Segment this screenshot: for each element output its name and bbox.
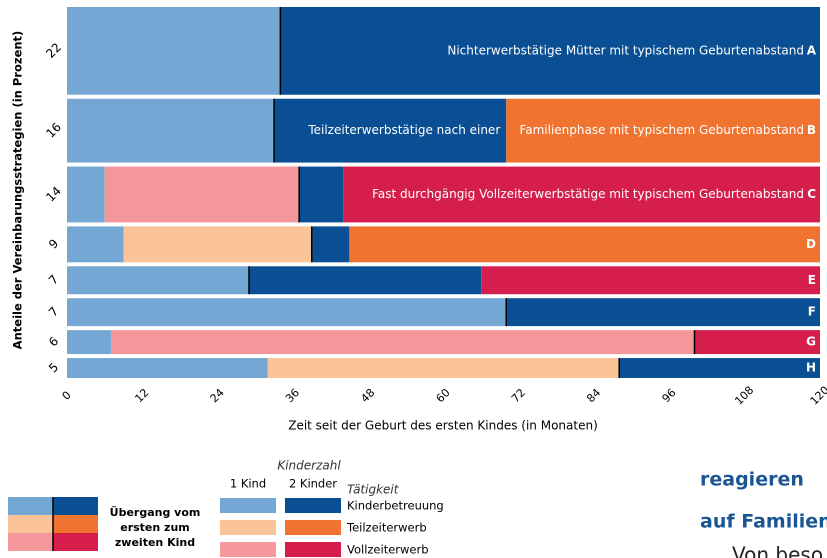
segment bbox=[67, 7, 281, 95]
x-tick-label: 24 bbox=[208, 386, 227, 405]
legend-swatch bbox=[220, 542, 276, 557]
segment bbox=[481, 266, 820, 295]
x-tick-label: 48 bbox=[358, 386, 377, 405]
segment bbox=[506, 298, 820, 327]
x-tick-label: 120 bbox=[808, 384, 827, 408]
legend-swatch bbox=[220, 520, 276, 535]
x-tick-label: 12 bbox=[132, 386, 151, 405]
row-letter: D bbox=[806, 237, 816, 251]
legend-activity-title: Tätigkeit bbox=[347, 483, 400, 497]
legend-swatch bbox=[285, 520, 341, 535]
row-annotation: Nichterwerbstätige Mütter mit typischem … bbox=[447, 43, 804, 57]
page-text: reagieren bbox=[700, 469, 804, 491]
y-tick-label: 7 bbox=[46, 304, 61, 319]
row-annotation: Fast durchgängig Vollzeiterwerbstätige m… bbox=[372, 187, 804, 201]
y-tick-label: 6 bbox=[46, 334, 61, 349]
x-tick-label: 72 bbox=[509, 386, 528, 405]
legend-swatch bbox=[53, 515, 98, 533]
legend-swatch bbox=[8, 497, 53, 515]
y-tick-label: 7 bbox=[46, 272, 61, 287]
legend-label: Vollzeiterwerb bbox=[347, 543, 429, 557]
x-tick-label: 84 bbox=[584, 386, 603, 405]
y-tick-label: 22 bbox=[43, 40, 64, 61]
x-tick-label: 36 bbox=[283, 386, 302, 405]
segment bbox=[248, 266, 482, 295]
y-tick-label: 9 bbox=[46, 236, 61, 251]
x-tick-label: 108 bbox=[732, 384, 756, 408]
row-annotation: Teilzeiterwerbstätige nach einer bbox=[307, 123, 500, 137]
legend-swatch bbox=[8, 515, 53, 533]
segment bbox=[311, 226, 350, 263]
legend-swatch bbox=[53, 533, 98, 551]
legend-transition-label: zweiten Kind bbox=[115, 536, 195, 549]
segment bbox=[110, 330, 695, 355]
legend-label: Teilzeiterwerb bbox=[346, 521, 427, 535]
segment bbox=[349, 226, 820, 263]
segment bbox=[280, 7, 821, 95]
segment bbox=[694, 330, 820, 355]
legend-swatch bbox=[8, 533, 53, 551]
segment bbox=[67, 266, 249, 295]
row-letter: F bbox=[808, 305, 816, 319]
segment bbox=[104, 166, 300, 223]
legend-transition-label: Übergang vom bbox=[110, 505, 201, 519]
legend-column: 1 Kind bbox=[230, 477, 266, 491]
segment bbox=[67, 226, 124, 263]
x-axis-label: Zeit seit der Geburt des ersten Kindes (… bbox=[288, 419, 598, 433]
legend-swatch bbox=[285, 498, 341, 513]
segment bbox=[299, 166, 344, 223]
segment bbox=[67, 330, 111, 355]
segment bbox=[123, 226, 312, 263]
y-tick-label: 5 bbox=[46, 360, 61, 375]
row-letter: A bbox=[807, 43, 817, 57]
row-letter: E bbox=[808, 273, 816, 287]
segment bbox=[67, 98, 275, 163]
y-tick-label: 16 bbox=[43, 120, 64, 141]
segment bbox=[67, 166, 105, 223]
segment bbox=[267, 358, 620, 378]
row-letter: H bbox=[806, 361, 816, 375]
y-axis-label: Anteile der Vereinbarungsstrategien (in … bbox=[11, 31, 25, 350]
x-tick-label: 96 bbox=[660, 386, 679, 405]
legend-swatch bbox=[53, 497, 98, 515]
segment bbox=[343, 166, 820, 223]
legend-transition-label: ersten zum bbox=[120, 521, 190, 534]
page-text: Von beso bbox=[732, 543, 823, 558]
segment bbox=[67, 298, 507, 327]
legend-label: Kinderbetreuung bbox=[347, 499, 444, 513]
x-tick-label: 60 bbox=[434, 386, 453, 405]
segment bbox=[619, 358, 820, 378]
segment bbox=[506, 98, 820, 163]
y-tick-label: 14 bbox=[43, 184, 64, 205]
page-text: auf Familien bbox=[700, 511, 827, 533]
row-letter: B bbox=[807, 123, 816, 137]
segment bbox=[274, 98, 507, 163]
legend-title: Kinderzahl bbox=[277, 459, 341, 473]
x-tick-label: 0 bbox=[60, 389, 74, 403]
legend-column: 2 Kinder bbox=[289, 477, 337, 491]
segment bbox=[67, 358, 268, 378]
row-letter: G bbox=[806, 335, 816, 349]
row-letter: C bbox=[807, 187, 816, 201]
row-annotation: Familienphase mit typischem Geburtenabst… bbox=[519, 123, 804, 137]
legend-swatch bbox=[220, 498, 276, 513]
legend-swatch bbox=[285, 542, 341, 557]
